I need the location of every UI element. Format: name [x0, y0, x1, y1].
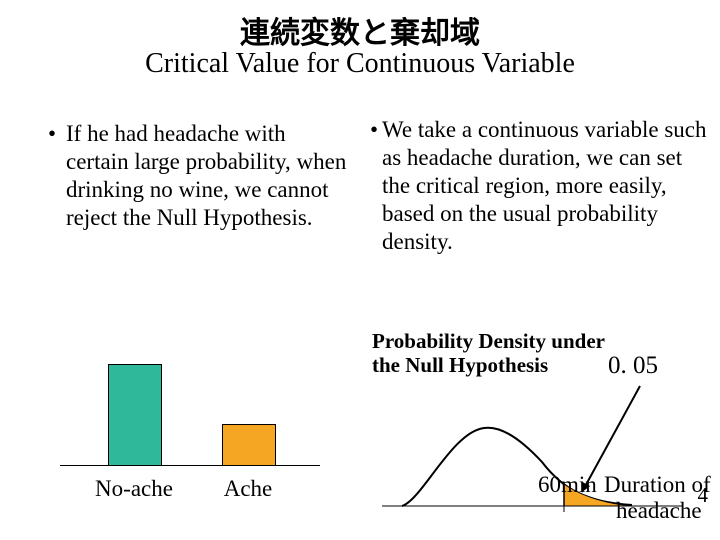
title-english: Critical Value for Continuous Variable	[0, 48, 720, 80]
right-bullet: We take a continuous variable such as he…	[370, 116, 710, 256]
bar-chart-axis	[60, 465, 320, 466]
bar-no-ache	[108, 364, 162, 466]
bar-ache	[222, 424, 276, 466]
right-column: We take a continuous variable such as he…	[370, 116, 710, 256]
bullet-dot-icon	[48, 120, 66, 232]
title-japanese: 連続変数と棄却域	[0, 8, 720, 52]
left-bullet-text: If he had headache with certain large pr…	[66, 120, 348, 232]
density-chart: Probability Density under the Null Hypot…	[372, 330, 712, 530]
left-column: If he had headache with certain large pr…	[48, 120, 348, 232]
bar-label-no-ache: No-ache	[84, 476, 184, 502]
right-bullet-text: We take a continuous variable such as he…	[382, 116, 710, 256]
tick-60min: 60min	[538, 472, 597, 498]
bar-chart: No-ache Ache	[36, 340, 316, 520]
bar-label-ache: Ache	[198, 476, 298, 502]
x-axis-label-line1: Duration of	[604, 472, 711, 498]
page-number: 4	[698, 483, 709, 508]
bullet-dot-icon	[370, 116, 382, 256]
left-bullet: If he had headache with certain large pr…	[48, 120, 348, 232]
x-axis-label-line2: headache	[616, 498, 702, 524]
